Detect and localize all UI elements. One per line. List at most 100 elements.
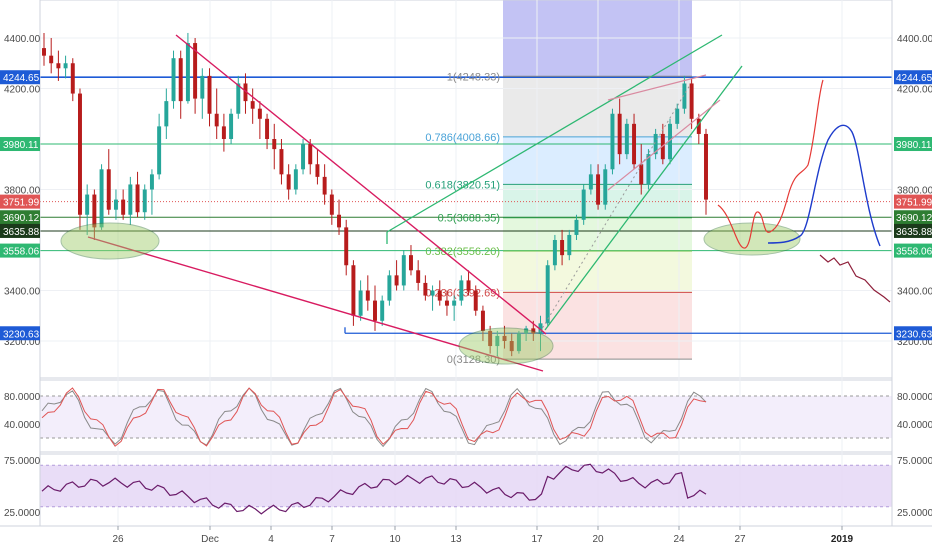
fibonacci-retracement: 1(4248.33) 0.786(4008.66) 0.618(3820.51) 0.… (425, 71, 692, 366)
candle-body-31 (265, 118, 270, 139)
candle-body-36 (301, 144, 306, 170)
candle-body-52 (416, 270, 421, 283)
left-price-tag-bg-5 (0, 243, 40, 258)
right-price-tag-bg-0 (894, 70, 932, 85)
candle-body-45 (365, 290, 370, 301)
candle-body-34 (286, 174, 291, 190)
candle-body-70 (545, 265, 550, 324)
right-price-tag-2: 3751.99 (896, 198, 932, 209)
time-label-6: 17 (531, 534, 543, 545)
candle-body-69 (538, 323, 543, 334)
candle-body-22 (200, 75, 205, 99)
candle-body-65 (509, 341, 514, 352)
stoch-band (40, 396, 892, 438)
right-tick-0: 4400.00 (897, 34, 932, 45)
candle-body-64 (502, 335, 507, 341)
stoch-right-tick-0: 80.0000 (897, 392, 932, 403)
left-price-tag-bg-2 (0, 194, 40, 209)
fib-label-2: 0.618(3820.51) (425, 179, 500, 191)
candle-body-77 (596, 174, 601, 205)
left-axis-bg (0, 0, 40, 526)
candle-body-11 (121, 199, 126, 215)
rsi-right-tick-1: 25.0000 (897, 508, 932, 519)
fib-label-0: 1(4248.33) (447, 71, 500, 83)
candle-body-68 (531, 328, 536, 334)
time-label-7: 20 (592, 534, 604, 545)
left-price-tag-0: 4244.65 (3, 73, 40, 84)
candle-body-10 (113, 199, 118, 210)
candle-body-49 (394, 275, 399, 286)
rsi-left-tick-0: 75.0000 (4, 456, 41, 467)
left-tick-1: 4200.00 (4, 85, 41, 96)
time-label-5: 13 (450, 534, 462, 545)
candle-body-26 (229, 113, 234, 139)
candle-body-15 (149, 174, 154, 190)
right-axis-bg (892, 0, 932, 526)
trend-drawings (60, 34, 891, 372)
left-tick-2: 3800.00 (4, 186, 41, 197)
wedge-upper-line (175, 34, 547, 335)
left-price-tag-5: 3558.06 (3, 247, 40, 258)
candle-body-58 (459, 280, 464, 301)
candle-body-79 (610, 113, 615, 170)
rsi-left-tick-1: 25.0000 (4, 508, 41, 519)
candle-body-76 (588, 174, 593, 190)
candle-body-42 (344, 227, 349, 266)
rsi-band (40, 465, 892, 507)
candle-body-17 (164, 101, 169, 127)
time-label-10: 2019 (831, 534, 854, 545)
price-axes[interactable]: 4400.00 4400.00 4200.00 4200.00 3800.00 3800.… (0, 0, 932, 526)
candle-body-4 (70, 63, 75, 94)
candle-body-92 (704, 133, 708, 200)
rsi-line (41, 463, 707, 515)
candle-body-63 (495, 335, 500, 347)
stoch-left-tick-1: 40.0000 (4, 420, 41, 431)
stoch-right-tick-1: 40.0000 (897, 420, 932, 431)
candle-body-30 (257, 108, 262, 119)
right-price-tag-6: 3230.63 (896, 329, 932, 340)
candle-body-40 (329, 194, 334, 215)
candle-body-46 (373, 300, 377, 321)
candle-body-0 (42, 48, 46, 56)
stoch-left-tick-0: 80.0000 (4, 392, 41, 403)
candle-body-8 (99, 169, 104, 228)
candle-body-55 (437, 290, 442, 301)
candle-body-67 (524, 328, 529, 334)
candle-body-3 (63, 63, 68, 69)
candle-body-88 (675, 108, 680, 124)
candle-body-12 (128, 184, 133, 215)
candle-body-14 (142, 189, 147, 213)
candle-body-71 (552, 240, 557, 266)
channel-lower-line (544, 65, 743, 331)
right-price-tag-bg-1 (894, 137, 932, 152)
right-price-tag-4: 3635.88 (896, 227, 932, 238)
candle-body-32 (272, 139, 277, 150)
time-label-4: 10 (389, 534, 401, 545)
candle-body-73 (567, 234, 572, 256)
candle-body-61 (480, 310, 485, 331)
candle-body-53 (423, 282, 428, 296)
candle-body-59 (466, 280, 471, 291)
candle-body-80 (617, 113, 622, 155)
candle-body-27 (236, 83, 241, 114)
right-price-tag-bg-2 (894, 194, 932, 209)
right-price-tag-bg-3 (894, 210, 932, 225)
rising-wedge-lower (607, 99, 721, 191)
ellipse-left (60, 222, 160, 260)
candle-body-43 (351, 265, 356, 316)
candle-body-13 (135, 184, 140, 213)
candle-body-62 (488, 330, 493, 347)
time-axis[interactable]: 26 Dec 4 7 10 13 17 20 24 27 2019 (0, 525, 932, 545)
fib-label-4: 0.382(3556.20) (425, 246, 500, 258)
candle-body-51 (408, 255, 413, 271)
projection-dark (819, 254, 891, 303)
rsi-panel (40, 463, 892, 515)
candle-body-50 (401, 255, 406, 286)
fib-label-3: 0.5(3688.35) (438, 213, 500, 225)
candle-body-7 (92, 194, 97, 228)
candle-body-91 (696, 118, 701, 134)
projection-red (717, 79, 824, 249)
time-label-8: 24 (673, 534, 685, 545)
right-price-tag-0: 4244.65 (896, 73, 932, 84)
